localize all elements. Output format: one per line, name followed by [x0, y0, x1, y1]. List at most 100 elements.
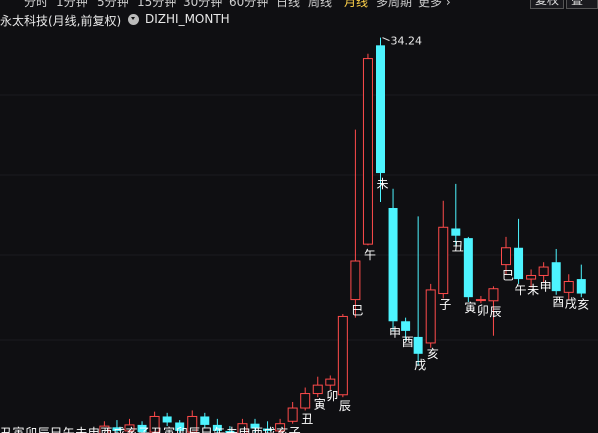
candle-body: [263, 428, 273, 431]
branch-label: 酉: [552, 295, 564, 309]
candle-34: [425, 283, 436, 348]
candle-21: [263, 421, 273, 433]
candle-body: [488, 288, 499, 302]
candle-31: [388, 188, 398, 331]
candle-35: [438, 200, 449, 299]
branch-label: 午: [63, 426, 75, 433]
branch-label: 子: [439, 298, 451, 312]
candle-43: [538, 262, 549, 283]
branch-label: 寅: [163, 425, 175, 433]
indicator-dropdown-icon[interactable]: [128, 14, 139, 25]
branch-label: 卯: [477, 304, 489, 318]
max-price-arrow: [382, 37, 390, 42]
candle-body: [514, 247, 524, 280]
branch-label: 卯: [25, 426, 37, 433]
candle-13: [162, 412, 172, 427]
candle-body: [376, 45, 385, 174]
candle-33: [413, 216, 423, 366]
max-price-label: 34.24: [391, 35, 423, 48]
candle-22: [275, 418, 286, 433]
branch-label: 酉: [100, 426, 112, 433]
candle-body: [425, 289, 436, 344]
timeframe-tab-0[interactable]: 分时: [24, 0, 49, 9]
candle-body: [388, 207, 398, 322]
candle-body: [401, 321, 411, 331]
candle-12: [149, 411, 160, 433]
candle-body: [563, 281, 574, 293]
branch-label: 午: [515, 283, 527, 297]
candle-24: [300, 387, 311, 411]
candle-20: [250, 418, 260, 433]
candle-27: [337, 314, 348, 398]
branch-label: 戌: [565, 296, 577, 310]
branch-label: 卯: [326, 389, 338, 403]
branch-label: 巳: [201, 426, 213, 433]
candle-39: [488, 286, 499, 336]
candle-body: [137, 424, 147, 433]
candle-14: [175, 420, 185, 433]
branch-label: 丑: [0, 426, 12, 433]
branch-label: 巳: [502, 269, 514, 283]
candle-body: [451, 228, 461, 236]
branch-label: 寅: [464, 300, 476, 315]
branch-label: 未: [376, 177, 388, 191]
candle-9: [112, 420, 122, 433]
candle-body: [501, 247, 511, 266]
branch-label: 丑: [301, 412, 313, 426]
branch-label: 子: [138, 426, 150, 433]
branch-label: 戌: [113, 426, 125, 433]
candle-body: [250, 423, 260, 429]
timeframe-tab-7[interactable]: 周线: [308, 0, 333, 9]
candle-17: [212, 418, 222, 433]
candle-body: [187, 415, 198, 433]
candle-body: [337, 315, 348, 396]
candle-body: [475, 299, 486, 302]
chart-title-bar: 永太科技(月线,前复权) DIZHI_MONTH: [0, 11, 598, 29]
branch-label: 亥: [427, 347, 439, 361]
candle-body: [300, 393, 311, 409]
candle-body: [312, 384, 323, 395]
candle-body: [275, 423, 286, 432]
candle-30: [376, 37, 385, 202]
branch-label: 子: [289, 425, 301, 433]
branch-label: 未: [527, 283, 539, 297]
candle-body: [438, 226, 449, 295]
branch-label: 未: [226, 426, 238, 433]
timeframe-tab-5[interactable]: 60分钟: [229, 0, 269, 9]
branch-label: 辰: [38, 426, 50, 433]
candle-45: [563, 274, 574, 300]
candle-body: [526, 274, 537, 280]
indicator-name[interactable]: DIZHI_MONTH: [145, 12, 230, 26]
timeframe-tab-8[interactable]: 月线: [344, 0, 369, 9]
timeframe-tab-6[interactable]: 日线: [276, 0, 301, 9]
candle-18: [225, 426, 235, 433]
timeframe-tab-3[interactable]: 15分钟: [137, 0, 177, 9]
candle-26: [325, 375, 336, 390]
restore-rights-button[interactable]: 复权: [530, 0, 565, 9]
candle-body: [413, 336, 423, 354]
candle-40: [501, 236, 511, 275]
timeframe-tab-9[interactable]: 多周期: [376, 0, 413, 9]
branch-label: 亥: [577, 298, 589, 312]
branch-label: 辰: [188, 426, 200, 433]
candle-42: [526, 269, 537, 288]
candle-19: [237, 418, 248, 433]
candle-46: [576, 264, 586, 298]
candle-body: [175, 422, 185, 431]
timeframe-tab-1[interactable]: 1分钟: [56, 0, 88, 9]
candle-10: [124, 418, 135, 433]
timeframe-tab-4[interactable]: 30分钟: [183, 0, 223, 9]
branch-label: 酉: [402, 335, 414, 349]
timeframe-tab-2[interactable]: 5分钟: [97, 0, 129, 9]
branch-label: 卯: [176, 426, 188, 433]
branch-label: 戌: [414, 358, 426, 372]
candle-11: [137, 421, 147, 433]
branch-label: 申: [88, 426, 100, 433]
candle-37: [463, 236, 473, 302]
branch-label: 午: [364, 248, 376, 262]
candle-body: [225, 430, 235, 433]
timeframe-tab-10[interactable]: 更多 ›: [418, 0, 451, 9]
branch-label: 辰: [489, 305, 501, 319]
